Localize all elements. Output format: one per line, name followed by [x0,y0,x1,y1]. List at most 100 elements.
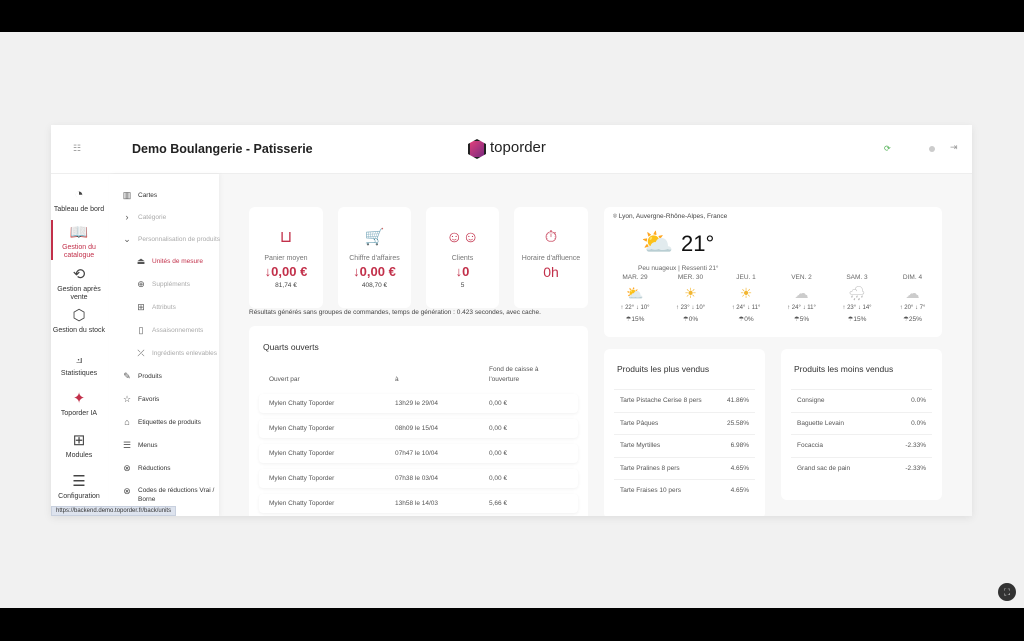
opened-at: 13h29 le 29/04 [395,400,439,407]
book-icon: ▥ [122,190,132,200]
kpi-clients: ☺☺ Clients ↓0 5 [426,207,499,308]
product-name: Baguette Levain [797,419,844,427]
day-label: SAM. 3 [846,274,868,281]
nav-gestion-stock[interactable]: ⬡ Gestion du stock [51,307,107,335]
opened-by: Mylen Chatty Toporder [269,400,335,407]
sliders-icon: ☰ [72,473,86,490]
forecast-day: SAM. 3 🌧 ↑ 23° ↓ 14° ☂15% [832,274,882,323]
product-share: 4.65% [730,464,749,472]
submenu-etiquettes[interactable]: ⌂ Etiquettes de produits [122,417,201,427]
product-name: Consigne [797,397,825,404]
product-row[interactable]: Tarte Pralines 8 pers 4.65% [614,456,755,479]
product-share: 25.58% [726,419,749,427]
nav-toporder-ia[interactable]: ✦ Toporder IA [51,390,107,418]
cash-float: 0,00 € [489,400,508,407]
screen-capture-icon[interactable]: ⛶ [998,583,1016,601]
day-label: VEN. 2 [791,274,812,281]
nav-gestion-apres-vente[interactable]: ⟲ Gestion après vente [51,266,107,302]
logout-icon[interactable]: ⇥ [950,142,958,152]
opened-at: 13h58 le 14/03 [395,500,439,507]
sun-cloud-icon: ⛅ [626,285,644,301]
forecast-day: MER. 30 ☀ ↑ 23° ↓ 10° ☂0% [666,274,716,323]
submenu-codes-reductions[interactable]: ⊗ Codes de réductions Vrai / Borne [122,486,218,504]
app-window: ☷ Demo Boulangerie - Patisserie toporder… [51,125,972,516]
store-title: Demo Boulangerie - Patisserie [132,142,313,156]
opened-by: Mylen Chatty Toporder [269,500,335,507]
users-icon: ☺☺ [446,229,479,246]
label: Codes de réductions Vrai / Borne [138,487,215,503]
nav-gestion-catalogue[interactable]: 📖 Gestion du catalogue [51,224,107,260]
catalogue-submenu: ▥ Cartes › Catégorie ⌄ Personnalisation de … [109,174,220,516]
sun-cloud-icon: ⛅ [641,227,674,257]
product-row[interactable]: Consigne 0.0% [791,389,932,411]
table-row[interactable]: Mylen Chatty Toporder 07h38 le 03/04 0,0… [259,469,578,488]
kpi-horaire-affluence: ⏱ Horaire d'affluence 0h [514,207,588,308]
submenu-unites-de-mesure[interactable]: ⏏ Unités de mesure [136,256,203,267]
menu-toggle-icon[interactable]: ☷ [73,143,82,153]
weather-desc: Peu nuageux | Ressenti 21° [638,265,719,272]
nav-configuration[interactable]: ☰ Configuration [51,473,107,501]
list-icon: ☰ [122,440,132,450]
rain-chance: ☂25% [903,316,922,323]
cash-float: 0,00 € [489,475,508,482]
submenu-reductions[interactable]: ⊗ Réductions [122,463,171,474]
product-name: Tarte Pistache Cerise 8 pers [620,397,702,404]
temp-low: ↓ 10° [635,305,650,311]
kpi-label: Chiffre d'affaires [349,255,400,262]
submenu-assaisonnements[interactable]: ▯ Assaisonnements [136,325,204,336]
table-row[interactable]: Mylen Chatty Toporder 07h47 le 10/04 0,0… [259,444,578,463]
submenu-personnalisation[interactable]: ⌄ Personnalisation de produits [122,234,220,245]
label: Réductions [138,465,171,472]
product-row[interactable]: Focaccia -2.33% [791,434,932,456]
temp-high: ↑ 22° [620,305,635,311]
forecast-day: VEN. 2 ☁ ↑ 24° ↓ 11° ☂5% [777,274,827,323]
product-row[interactable]: Tarte Myrtilles 6.98% [614,434,755,456]
chevron-down-icon: ⌄ [123,234,131,244]
submenu-favoris[interactable]: ☆ Favoris [122,394,159,405]
nav-statistiques[interactable]: ⟓ Statistiques [51,350,107,378]
product-name: Tarte Myrtilles [620,442,661,449]
temp-low: ↓ 14° [857,305,872,311]
rain-chance: ☂0% [682,316,699,323]
product-share: 0.0% [911,419,926,427]
table-row[interactable]: Mylen Chatty Toporder 13h58 le 14/03 5,6… [259,494,578,513]
shifts-title: Quarts ouverts [263,342,319,352]
product-row[interactable]: Grand sac de pain -2.33% [791,456,932,479]
shaker-icon: ▯ [138,325,144,335]
sync-status-icon[interactable]: ⟳ [884,144,891,153]
product-row[interactable]: Tarte Pâques 25.58% [614,411,755,434]
product-row[interactable]: Tarte Pistache Cerise 8 pers 41.86% [614,389,755,411]
sparkle-icon: ✦ [72,390,86,407]
cash-float: 0,00 € [489,425,508,432]
opened-by: Mylen Chatty Toporder [269,425,335,432]
rain-chance: ☂0% [738,316,754,323]
product-share: -2.33% [905,442,926,449]
submenu-attributs[interactable]: ⊞ Attributs [136,302,176,313]
cash-float: 5,66 € [489,500,508,507]
submenu-produits[interactable]: ✎ Produits [122,371,162,382]
nav-modules[interactable]: ⊞ Modules [51,432,107,460]
table-row[interactable]: Mylen Chatty Toporder 13h29 le 29/04 0,0… [259,394,578,413]
brand-name: toporder [490,139,546,156]
product-name: Tarte Pralines 8 pers [620,464,680,472]
cloud-icon: ☁ [794,285,809,301]
day-label: JEU. 1 [736,274,756,281]
nav-tableau-de-bord[interactable]: ◔ Tableau de bord [51,186,107,214]
product-row[interactable]: Baguette Levain 0.0% [791,411,932,434]
user-status-icon[interactable] [929,146,935,152]
label: Suppléments [152,281,190,288]
opened-by: Mylen Chatty Toporder [269,475,335,482]
temp-low: ↓ 7° [915,305,926,311]
submenu-cartes[interactable]: ▥ Cartes [122,190,157,201]
product-row[interactable]: Tarte Fraises 10 pers 4.65% [614,479,755,501]
submenu-categorie[interactable]: › Catégorie [122,212,167,222]
submenu-menus[interactable]: ☰ Menus [122,440,158,451]
kpi-panier-moyen: ⊔ Panier moyen ↓0,00 € 81,74 € [249,207,323,308]
attributes-icon: ⊞ [137,302,145,312]
basket-icon: ⊔ [279,229,293,246]
opened-by: Mylen Chatty Toporder [269,450,335,457]
submenu-ingredients[interactable]: ⤫ Ingrédients enlevables [136,348,217,359]
submenu-supplements[interactable]: ⊕ Suppléments [136,279,190,290]
modules-icon: ⊞ [72,432,86,449]
table-row[interactable]: Mylen Chatty Toporder 08h09 le 15/04 0,0… [259,419,578,438]
